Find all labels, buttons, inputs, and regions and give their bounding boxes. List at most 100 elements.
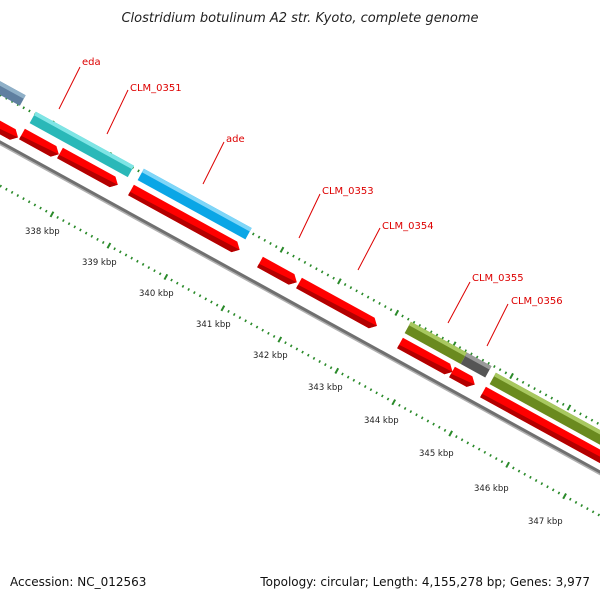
minor-tick [544, 393, 548, 397]
minor-tick [272, 334, 276, 338]
minor-tick [546, 485, 549, 489]
ruler-label: 346 kbp [474, 484, 509, 494]
cds-arrow[interactable] [257, 256, 300, 288]
minor-tick [540, 482, 544, 486]
minor-tick [529, 475, 532, 479]
major-tick [163, 273, 169, 281]
minor-tick [251, 232, 255, 236]
major-tick [394, 309, 400, 316]
cds-arrow[interactable] [128, 184, 242, 255]
minor-tick [580, 504, 583, 508]
cds-arrow[interactable] [480, 386, 600, 470]
minor-tick [372, 298, 376, 302]
feature-track-outer [0, 73, 600, 452]
minor-tick [67, 222, 71, 226]
minor-tick [437, 425, 441, 429]
minor-tick [175, 281, 179, 285]
minor-tick [297, 257, 301, 261]
minor-tick [320, 270, 324, 274]
gene-feature-ade[interactable] [137, 168, 252, 240]
ruler-label: 344 kbp [364, 416, 399, 426]
minor-tick [286, 251, 290, 255]
minor-tick [409, 410, 413, 414]
minor-tick [141, 262, 145, 266]
minor-tick [533, 387, 536, 391]
major-tick [562, 493, 567, 500]
minor-tick [477, 447, 481, 451]
cds-arrow[interactable] [397, 337, 455, 377]
minor-tick [33, 203, 37, 207]
minor-tick [523, 472, 527, 476]
minor-tick [401, 314, 404, 318]
genome-summary-text: Topology: circular; Length: 4,155,278 bp… [259, 575, 590, 589]
minor-tick [472, 444, 475, 448]
gene-label-clm-0353[interactable]: CLM_0353 [322, 186, 374, 197]
gene-label-clm-0351[interactable]: CLM_0351 [130, 83, 182, 94]
cds-arrow[interactable] [296, 277, 380, 331]
minor-tick [73, 225, 77, 229]
major-tick [49, 211, 55, 218]
minor-tick [432, 422, 435, 426]
minor-tick [136, 259, 139, 263]
minor-tick [455, 435, 458, 439]
minor-tick [101, 241, 105, 244]
minor-tick [483, 450, 487, 454]
gene-label-clm-0356[interactable]: CLM_0356 [511, 296, 563, 307]
minor-tick [381, 394, 384, 398]
minor-tick [512, 466, 515, 470]
gene-labels: eda CLM_0351 ade CLM_0353 CLM_0354 CLM_0… [82, 57, 563, 307]
minor-tick [363, 385, 367, 389]
minor-tick [389, 308, 393, 312]
major-tick [334, 367, 340, 374]
ruler-label: 343 kbp [308, 383, 343, 393]
minor-tick [257, 235, 261, 239]
minor-tick [343, 283, 347, 286]
gene-label-clm-0354[interactable]: CLM_0354 [382, 221, 434, 232]
minor-tick [324, 363, 327, 367]
minor-tick [415, 413, 418, 417]
major-tick [566, 404, 572, 411]
minor-tick [309, 264, 312, 268]
minor-tick [312, 356, 316, 360]
minor-tick [384, 305, 387, 309]
minor-tick [295, 347, 299, 351]
minor-tick [62, 219, 65, 223]
cds-track [0, 116, 600, 470]
minor-tick [301, 350, 304, 354]
minor-tick [504, 371, 508, 375]
minor-tick [584, 415, 588, 419]
gene-label-clm-0355[interactable]: CLM_0355 [472, 273, 524, 284]
minor-tick [113, 247, 116, 251]
minor-tick [358, 381, 361, 385]
cds-arrow[interactable] [449, 366, 478, 390]
minor-tick [424, 327, 427, 331]
ruler-label: 338 kbp [25, 227, 60, 237]
minor-tick [261, 328, 265, 332]
cds-arrow[interactable] [19, 128, 62, 160]
major-tick [509, 372, 514, 380]
cds-arrow[interactable] [57, 147, 121, 190]
minor-tick [204, 297, 208, 301]
minor-tick [269, 241, 272, 245]
ruler-label: 342 kbp [253, 351, 288, 361]
minor-tick [500, 460, 504, 464]
gene-label-eda[interactable]: eda [82, 57, 101, 68]
minor-tick [591, 510, 595, 514]
gene-feature-clm-0356[interactable] [489, 372, 600, 452]
minor-tick [227, 309, 230, 313]
minor-tick [215, 303, 219, 307]
gene-feature-eda[interactable] [29, 111, 135, 178]
gene-feature-clm-0355[interactable] [404, 321, 492, 378]
minor-tick [44, 209, 48, 213]
minor-tick [79, 228, 82, 232]
ruler-label: 345 kbp [419, 449, 454, 459]
minor-tick [147, 266, 151, 270]
minor-tick [551, 488, 555, 492]
cds-arrow[interactable] [0, 116, 21, 143]
gene-feature-left-gray[interactable] [0, 73, 26, 106]
minor-tick [5, 187, 8, 191]
minor-tick [517, 469, 521, 473]
gene-label-ade[interactable]: ade [226, 134, 245, 145]
minor-tick [292, 254, 295, 258]
